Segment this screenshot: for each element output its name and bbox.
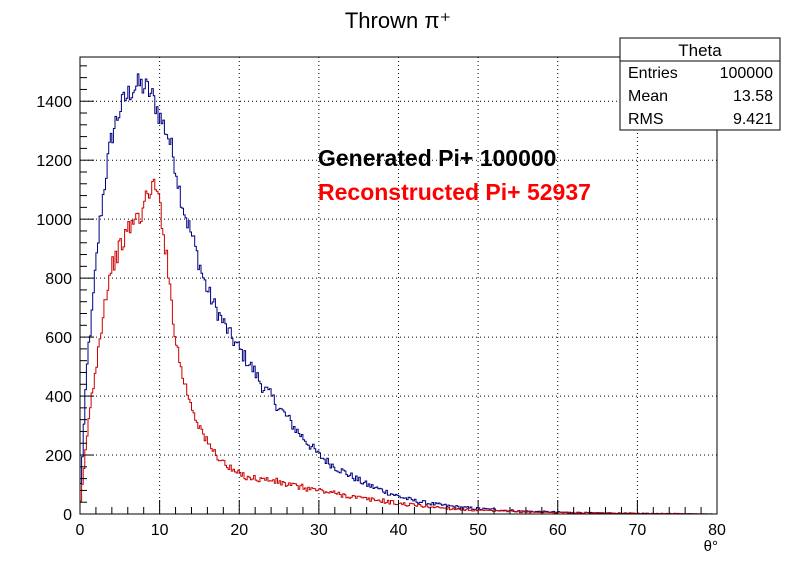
x-tick-label: 40: [390, 522, 408, 539]
y-tick-label: 200: [45, 448, 72, 465]
y-tick-label: 1400: [36, 94, 72, 111]
stats-rms-label: RMS: [628, 111, 664, 128]
axes: [79, 56, 718, 515]
x-tick-label: 50: [469, 522, 487, 539]
y-tick-label: 600: [45, 330, 72, 347]
stats-mean-label: Mean: [628, 88, 668, 105]
x-tick-label: 10: [151, 522, 169, 539]
stats-rms-value: 9.421: [733, 111, 773, 128]
series-group: [79, 73, 717, 515]
x-tick-label: 80: [708, 522, 726, 539]
stats-entries-label: Entries: [628, 65, 678, 82]
annotation-generated: Generated Pi+ 100000: [318, 145, 556, 171]
x-tick-label: 20: [230, 522, 248, 539]
y-tick-label: 800: [45, 271, 72, 288]
y-tick-label: 1000: [36, 212, 72, 229]
y-tick-label: 1200: [36, 153, 72, 170]
y-tick-label: 0: [63, 507, 72, 524]
stats-box-frame: [619, 37, 781, 131]
stats-mean-value: 13.58: [733, 88, 773, 105]
x-tick-label: 30: [310, 522, 328, 539]
x-tick-labels: 0 10 20 30 40 50 60 70 80: [76, 522, 726, 539]
x-tick-label: 70: [628, 522, 646, 539]
series-reconstructed-histogram: [79, 178, 717, 515]
x-tick-label: 0: [76, 522, 85, 539]
chart-title: Thrown π⁺: [345, 8, 451, 33]
y-tick-label: 400: [45, 389, 72, 406]
x-tick-label: 60: [549, 522, 567, 539]
stats-entries-value: 100000: [720, 65, 773, 82]
stats-box-title: Theta: [678, 41, 722, 60]
y-tick-labels: 0 200 400 600 800 1000 1200 1400: [36, 94, 72, 524]
x-axis-label: θ°: [704, 538, 718, 555]
annotation-reconstructed: Reconstructed Pi+ 52937: [318, 179, 591, 205]
stats-box: Theta Entries 100000 Mean 13.58 RMS 9.42…: [619, 37, 781, 131]
grid-lines: [80, 57, 717, 514]
